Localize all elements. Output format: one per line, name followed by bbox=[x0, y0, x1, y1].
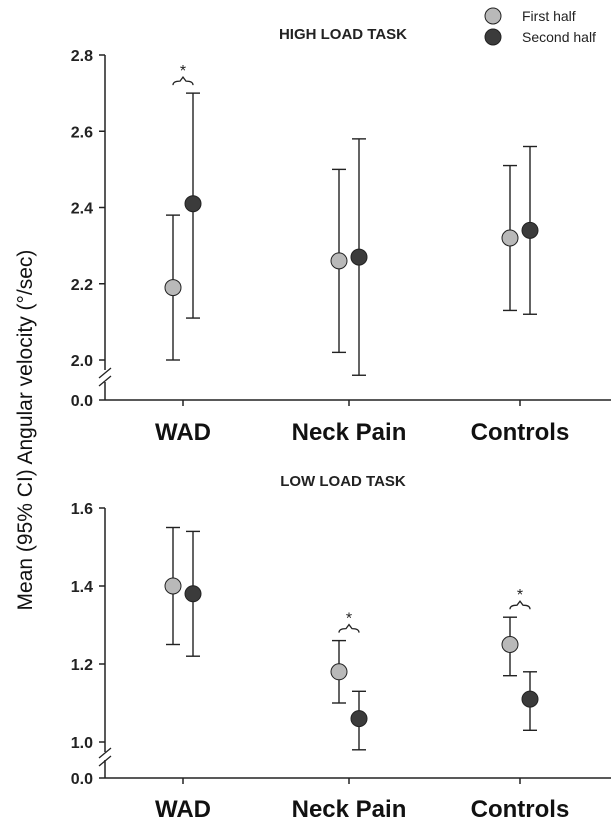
y-tick-label: 2.6 bbox=[71, 124, 93, 141]
x-tick-label: Neck Pain bbox=[292, 419, 407, 446]
y-tick-label: 1.6 bbox=[71, 501, 93, 518]
y-tick-label: 1.2 bbox=[71, 657, 93, 674]
y-tick-label: 0.0 bbox=[71, 393, 93, 410]
data-point bbox=[521, 221, 539, 239]
legend-label-second-half: Second half bbox=[522, 29, 596, 45]
data-point bbox=[350, 710, 368, 728]
legend-marker-first-half bbox=[484, 7, 502, 25]
legend: First half Second half bbox=[484, 7, 596, 46]
legend-label-first-half: First half bbox=[522, 8, 576, 24]
significance-brace bbox=[509, 600, 531, 610]
x-tick-label: Controls bbox=[471, 419, 570, 446]
data-point bbox=[330, 663, 348, 681]
x-tick-label: Neck Pain bbox=[292, 796, 407, 823]
data-point bbox=[184, 585, 202, 603]
x-tick-label: WAD bbox=[155, 419, 211, 446]
data-point bbox=[164, 577, 182, 595]
y-tick-label: 1.0 bbox=[71, 735, 93, 752]
data-point bbox=[164, 279, 182, 297]
axis-break-mark bbox=[98, 755, 112, 767]
significance-brace bbox=[338, 623, 360, 633]
data-point bbox=[350, 248, 368, 266]
panel-high-load: HIGH LOAD TASK 0.0 2.0 2.2 2.4 2.6 2.8 WAD Neck … bbox=[71, 26, 611, 446]
y-axis-title: Mean (95% CI) Angular velocity (°/sec) bbox=[14, 250, 37, 611]
panel-title: HIGH LOAD TASK bbox=[279, 26, 407, 43]
y-tick-label: 2.2 bbox=[71, 277, 93, 294]
data-point bbox=[184, 195, 202, 213]
significance-star: * bbox=[346, 611, 352, 628]
y-tick-label: 1.4 bbox=[71, 579, 93, 596]
y-tick-label: 2.4 bbox=[71, 201, 93, 218]
data-point bbox=[330, 252, 348, 270]
x-tick-label: Controls bbox=[471, 796, 570, 823]
y-tick-label: 0.0 bbox=[71, 771, 93, 788]
data-point bbox=[521, 690, 539, 708]
y-tick-label: 2.0 bbox=[71, 353, 93, 370]
legend-marker-second-half bbox=[484, 28, 502, 46]
panel-title: LOW LOAD TASK bbox=[280, 473, 406, 490]
axis-break-mark bbox=[98, 375, 112, 387]
data-point bbox=[501, 636, 519, 653]
x-tick-label: WAD bbox=[155, 796, 211, 823]
significance-star: * bbox=[180, 63, 186, 80]
significance-brace bbox=[172, 76, 194, 86]
y-tick-label: 2.8 bbox=[71, 48, 93, 65]
data-point bbox=[501, 229, 519, 247]
axis-break-mark bbox=[98, 747, 112, 759]
panel-low-load: LOW LOAD TASK 0.0 1.0 1.2 1.4 1.6 WAD Neck Pain… bbox=[71, 473, 611, 823]
axis-break-mark bbox=[98, 367, 112, 379]
significance-star: * bbox=[517, 587, 523, 604]
